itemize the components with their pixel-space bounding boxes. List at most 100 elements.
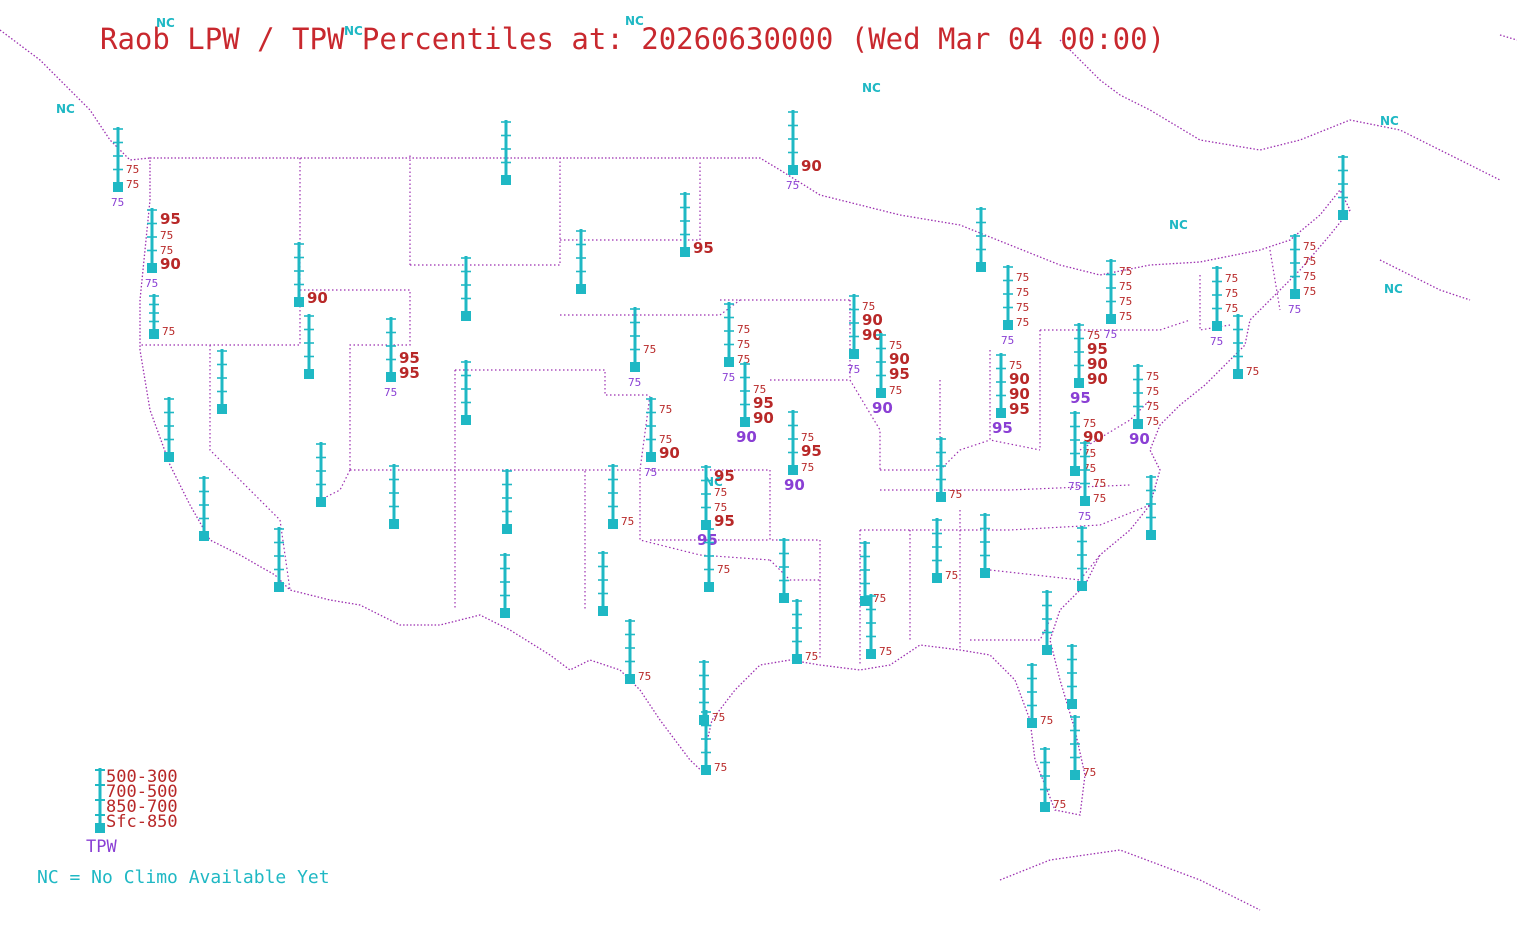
tpw-label: 90 (784, 476, 805, 494)
station-marker (461, 415, 471, 425)
station-marker (724, 357, 734, 367)
station-marker (788, 465, 798, 475)
tpw-label: 75 (1210, 335, 1223, 348)
station-marker (149, 329, 159, 339)
pct-sfc-850-label: 90 (659, 444, 680, 462)
station-marker (701, 765, 711, 775)
pct-500-300-label: 75 (1087, 329, 1100, 342)
station-s53 (1067, 644, 1077, 709)
pct-sfc-850-label: 75 (126, 178, 139, 191)
pct-sfc-850-label: 75 (879, 645, 892, 658)
pct-850-700-label: 90 (1087, 355, 1108, 373)
tpw-label: 75 (722, 371, 735, 384)
pct-500-300-label: 75 (889, 339, 902, 352)
station-marker (996, 408, 1006, 418)
pct-sfc-850-label: 75 (1146, 415, 1159, 428)
pct-sfc-850-label: 75 (712, 711, 725, 724)
station-s3: 75 (149, 294, 175, 339)
station-marker (576, 284, 586, 294)
stations: 7575759575759075759095957595907575757575… (111, 110, 1348, 812)
station-s13 (274, 527, 284, 592)
pct-sfc-850-label: 75 (1083, 766, 1096, 779)
pct-sfc-850-label: 90 (753, 409, 774, 427)
station-marker (1080, 496, 1090, 506)
station-s59: 75 (701, 710, 727, 775)
pct-sfc-850-label: 75 (1303, 285, 1316, 298)
station-marker (980, 568, 990, 578)
nc-marker: NC (344, 24, 363, 38)
pct-700-500-label: 90 (1083, 428, 1104, 446)
pct-850-700-label: 75 (160, 244, 173, 257)
pct-850-700-label: 75 (1303, 270, 1316, 283)
station-s32: 75 (792, 599, 818, 664)
station-s15 (389, 464, 399, 529)
pct-sfc-850-label: 75 (801, 461, 814, 474)
station-marker (1077, 581, 1087, 591)
station-s9 (461, 256, 471, 321)
station-s4: 90 (294, 242, 328, 307)
pct-sfc-850-label: 75 (1246, 365, 1259, 378)
pct-850-700-label: 75 (737, 338, 750, 351)
tpw-label: 75 (786, 179, 799, 192)
station-marker (217, 404, 227, 414)
pct-500-300-label: 75 (1009, 359, 1022, 372)
station-marker (164, 452, 174, 462)
pct-500-300-label: 75 (862, 300, 875, 313)
pct-700-500-label: 75 (1119, 280, 1132, 293)
station-marker (1003, 320, 1013, 330)
tpw-label: 75 (1288, 303, 1301, 316)
station-s18 (576, 229, 586, 294)
station-s6 (217, 349, 227, 414)
legend-nc-note: NC = No Climo Available Yet (37, 867, 330, 888)
pct-700-500-label: 75 (1016, 286, 1029, 299)
nc-marker: NC (1169, 218, 1188, 232)
station-marker (680, 247, 690, 257)
pct-850-700-label: 75 (714, 501, 727, 514)
station-marker (500, 608, 510, 618)
station-s57: 75 (1070, 715, 1096, 780)
station-s58: 75 (1040, 747, 1066, 812)
station-s50: 75 75 75 75 (1210, 266, 1238, 348)
station-marker (147, 263, 157, 273)
pct-sfc-850-label: 75 (1016, 316, 1029, 329)
station-marker (598, 606, 608, 616)
nc-markers: NC NC NC NC NC NC NC NC NC (56, 14, 1403, 489)
tpw-label: 95 (697, 531, 718, 549)
pct-sfc-850-label: 75 (714, 761, 727, 774)
station-marker (502, 524, 512, 534)
pct-700-500-label: 75 (1303, 255, 1316, 268)
station-s22: 75 75 (628, 307, 656, 389)
pct-500-300-label: 75 (1225, 272, 1238, 285)
station-marker (788, 165, 798, 175)
station-s46: 75 75 75 75 90 (1129, 364, 1159, 448)
pct-850-700-label: 90 (862, 326, 883, 344)
nc-marker: NC (156, 16, 175, 30)
station-s14 (316, 442, 326, 507)
station-marker (625, 674, 635, 684)
tpw-label: 90 (736, 428, 757, 446)
station-s11 (164, 397, 174, 462)
tpw-label: 90 (1129, 430, 1150, 448)
station-s20: 95 (680, 192, 714, 257)
pct-850-700-label: 95 (399, 349, 420, 367)
station-marker (1074, 378, 1084, 388)
pct-850-700-label: 95 (753, 394, 774, 412)
station-s27: 75 (625, 619, 651, 684)
pct-sfc-850-label: 75 (737, 353, 750, 366)
legend-layer-850-700: 850-700 (106, 797, 178, 817)
tpw-label: 75 (644, 466, 657, 479)
pct-700-500-label: 90 (1009, 370, 1030, 388)
station-s10 (461, 360, 471, 425)
station-marker (792, 654, 802, 664)
station-marker (1338, 210, 1348, 220)
